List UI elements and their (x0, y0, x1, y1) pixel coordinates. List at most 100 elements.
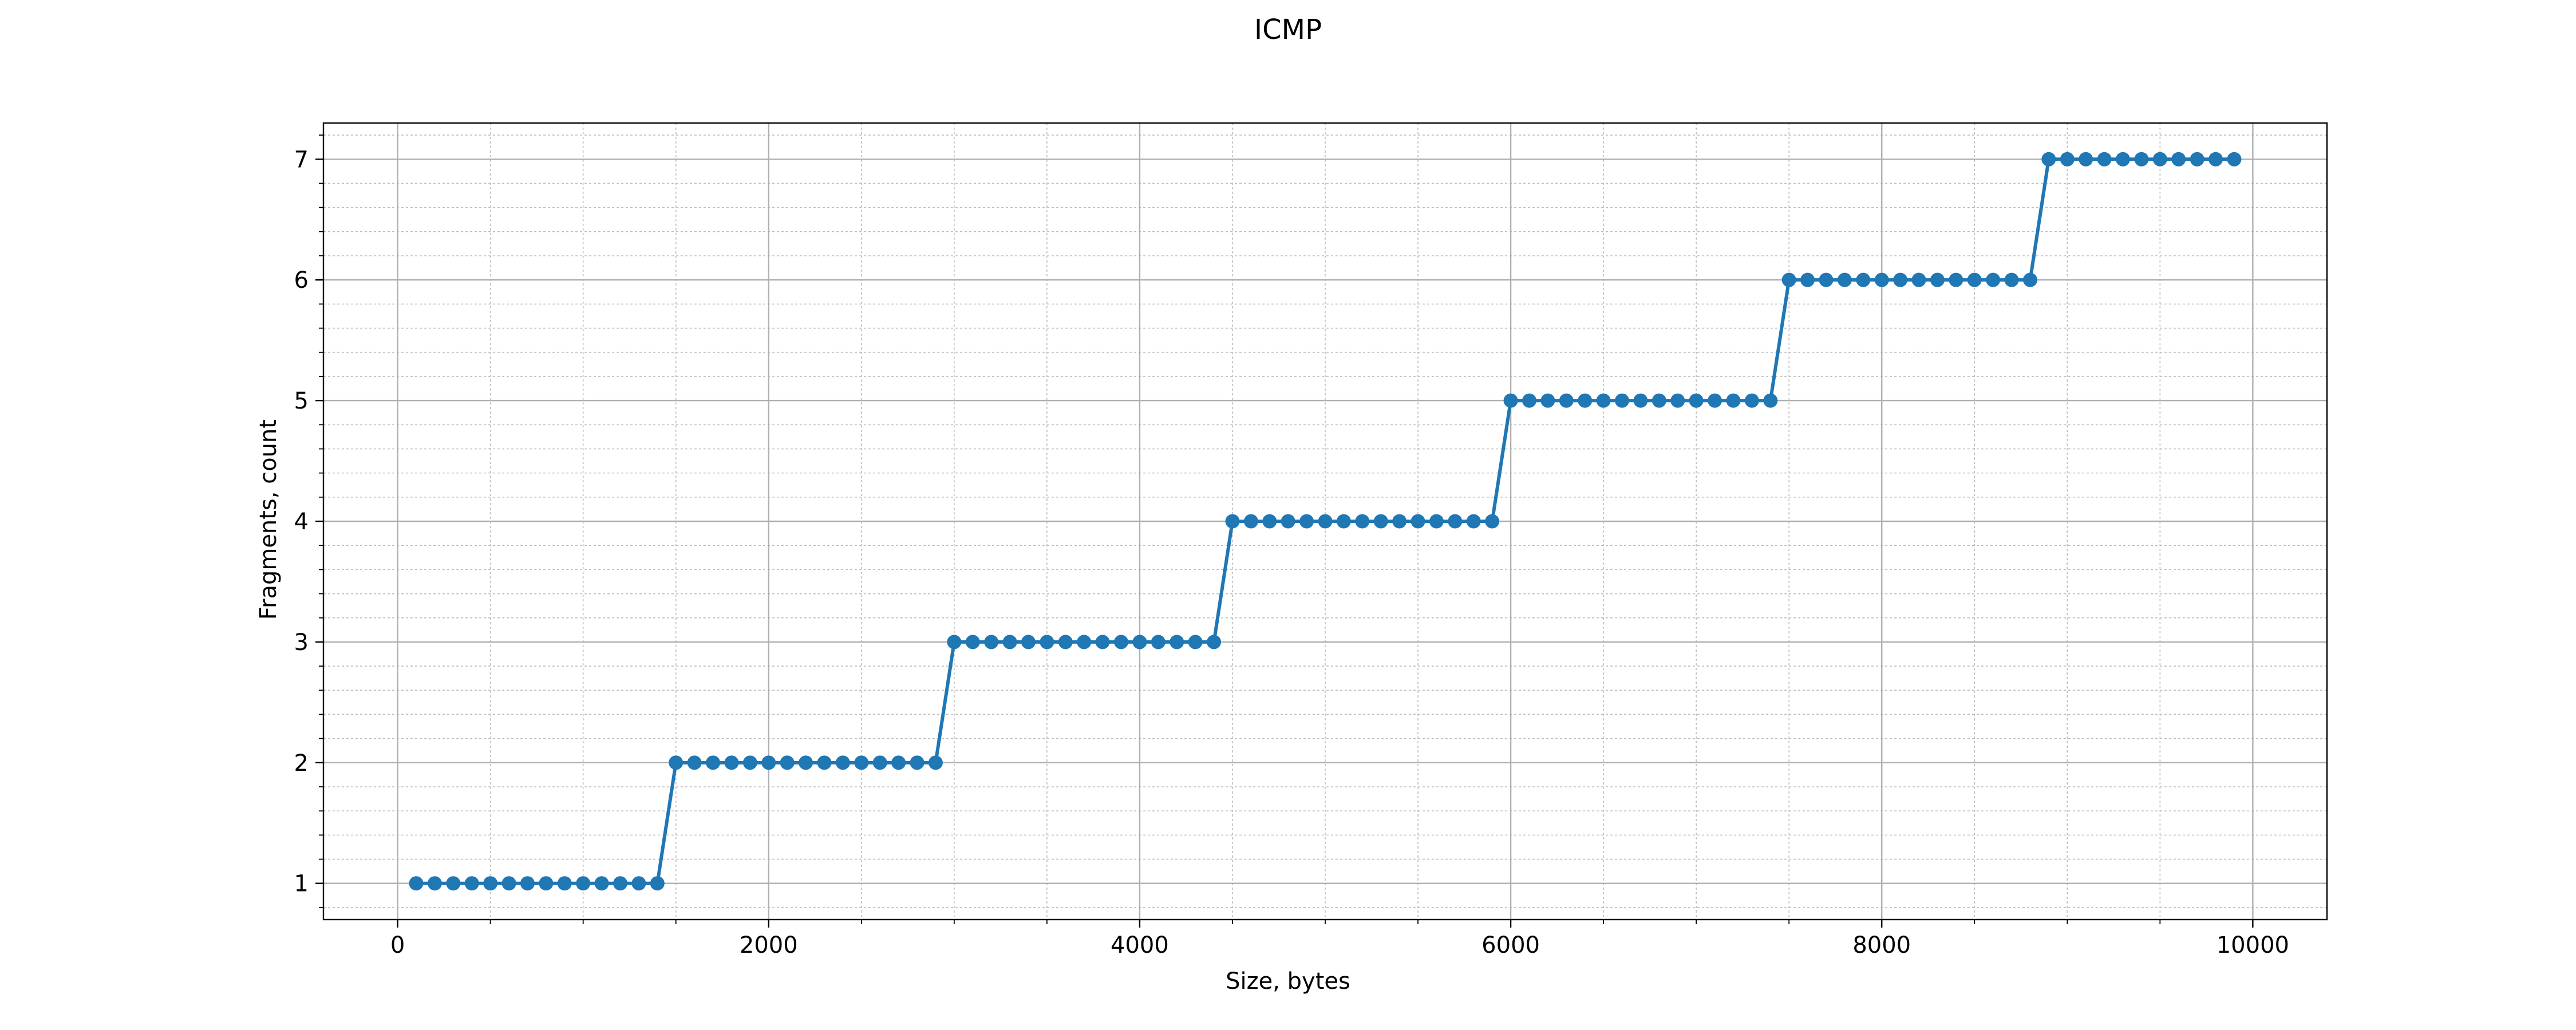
data-point (1392, 514, 1407, 529)
data-point (613, 876, 628, 891)
data-point (501, 876, 516, 891)
y-tick-label: 3 (294, 629, 309, 656)
data-point (557, 876, 572, 891)
data-point (965, 635, 980, 649)
x-tick-label: 6000 (1481, 932, 1540, 958)
data-point (1318, 514, 1333, 529)
data-point (742, 755, 757, 770)
data-point (483, 876, 498, 891)
chart-title: ICMP (1254, 14, 1322, 46)
data-point (1448, 514, 1463, 529)
data-point (631, 876, 646, 891)
data-point (1299, 514, 1314, 529)
y-tick-label: 7 (294, 146, 309, 173)
data-point (1373, 514, 1388, 529)
data-point (984, 635, 999, 649)
data-point (1726, 393, 1741, 408)
data-point (872, 755, 887, 770)
data-point (1021, 635, 1036, 649)
data-point (1967, 272, 1982, 287)
x-tick-label: 10000 (2217, 932, 2289, 958)
data-point (1986, 272, 2001, 287)
data-point (1281, 514, 1295, 529)
data-point (576, 876, 591, 891)
data-point (1336, 514, 1351, 529)
data-point (2022, 272, 2037, 287)
data-point (1077, 635, 1092, 649)
x-tick-label: 2000 (740, 932, 798, 958)
data-point (1522, 393, 1536, 408)
x-tick-label: 4000 (1111, 932, 1169, 958)
data-point (1930, 272, 1945, 287)
data-point (947, 635, 962, 649)
data-point (1243, 514, 1258, 529)
data-point (1781, 272, 1796, 287)
data-point (1652, 393, 1666, 408)
data-point (1114, 635, 1129, 649)
y-tick-label: 6 (294, 267, 309, 294)
data-point (1763, 393, 1778, 408)
data-point (1689, 393, 1704, 408)
data-point (2134, 152, 2149, 167)
data-point (1058, 635, 1073, 649)
data-point (1170, 635, 1184, 649)
data-point (799, 755, 813, 770)
data-point (669, 755, 683, 770)
data-point (1911, 272, 1926, 287)
data-point (2097, 152, 2112, 167)
data-point (835, 755, 850, 770)
data-point (1503, 393, 1518, 408)
data-point (1002, 635, 1017, 649)
data-point (2152, 152, 2167, 167)
data-point (1225, 514, 1240, 529)
data-point (724, 755, 739, 770)
data-point (1615, 393, 1630, 408)
y-tick-label: 4 (294, 509, 309, 535)
data-point (1708, 393, 1722, 408)
data-point (594, 876, 609, 891)
data-point (1151, 635, 1165, 649)
data-point (928, 755, 943, 770)
data-point (1429, 514, 1444, 529)
data-point (539, 876, 554, 891)
data-point (1800, 272, 1815, 287)
data-point (1596, 393, 1611, 408)
data-point (1355, 514, 1370, 529)
x-axis-label: Size, bytes (1226, 968, 1350, 995)
data-point (2227, 152, 2242, 167)
data-point (1262, 514, 1277, 529)
x-tick-label: 0 (390, 932, 405, 958)
data-point (1670, 393, 1685, 408)
data-point (520, 876, 535, 891)
y-tick-label: 2 (294, 750, 309, 777)
data-point (1466, 514, 1481, 529)
axis-ticks: 0 2000 4000 6000 8000 10000 1 2 3 4 5 6 7 (294, 134, 2289, 958)
data-point (650, 876, 665, 891)
data-point (1856, 272, 1871, 287)
data-point (1207, 635, 1222, 649)
data-point (1095, 635, 1110, 649)
data-point (1744, 393, 1759, 408)
data-point (1132, 635, 1147, 649)
data-point (817, 755, 832, 770)
data-point (464, 876, 479, 891)
data-point (2190, 152, 2204, 167)
data-point (2116, 152, 2131, 167)
data-point (1633, 393, 1648, 408)
data-point (2060, 152, 2075, 167)
data-point (910, 755, 924, 770)
data-point (854, 755, 869, 770)
data-point (1188, 635, 1203, 649)
data-point (427, 876, 442, 891)
y-axis-label: Fragments, count (255, 419, 282, 620)
data-point (706, 755, 721, 770)
data-point (891, 755, 906, 770)
y-tick-label: 5 (294, 388, 309, 414)
series-layer (409, 152, 2242, 891)
data-point (1819, 272, 1834, 287)
data-point (2004, 272, 2019, 287)
data-point (1485, 514, 1500, 529)
data-point (1949, 272, 1963, 287)
data-point (780, 755, 795, 770)
